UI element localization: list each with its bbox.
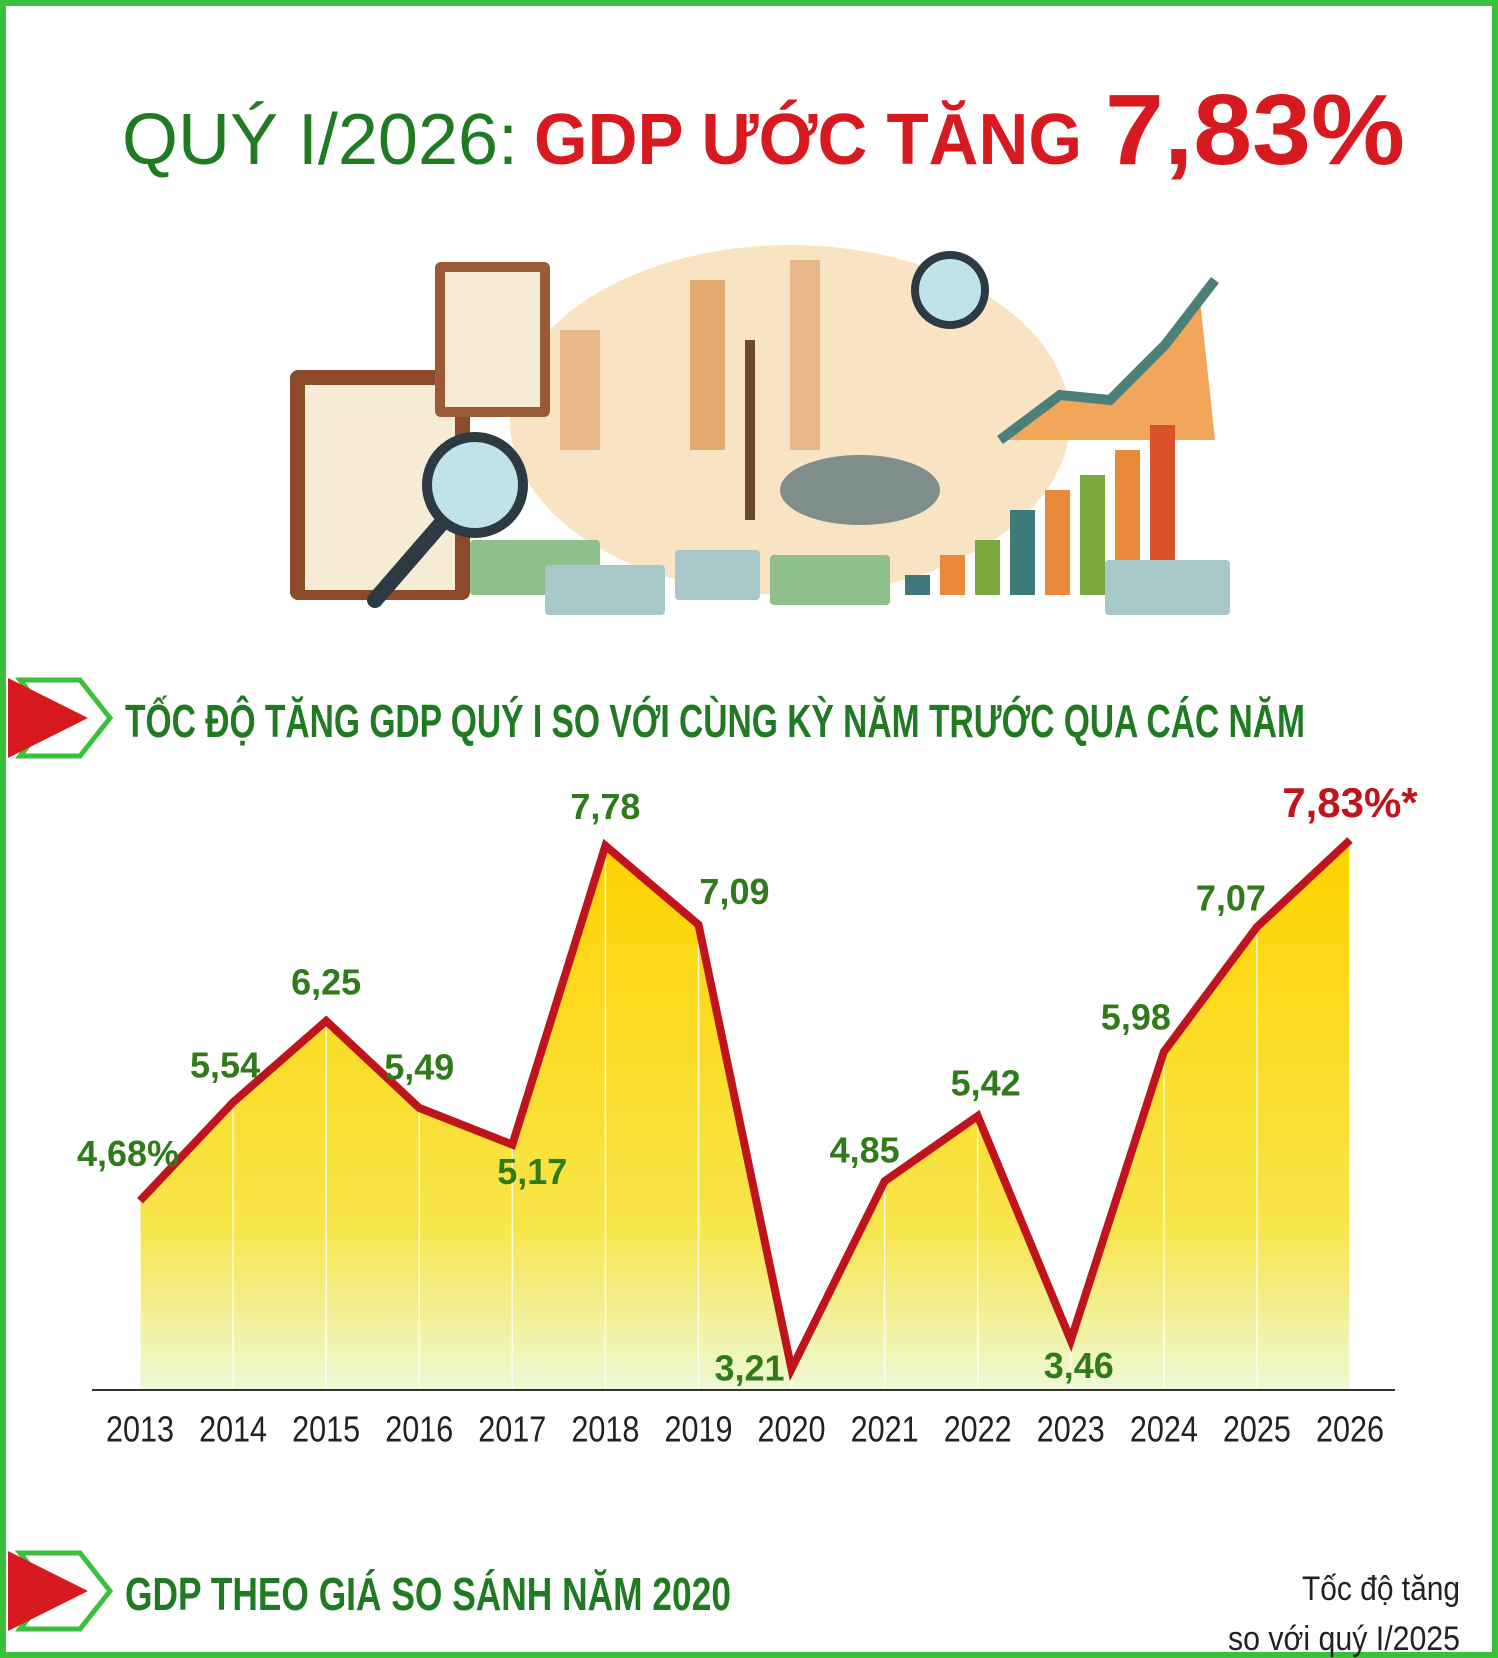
value-label: 4,68% xyxy=(77,1133,179,1174)
title-prefix: QUÝ I/2026: xyxy=(122,100,518,180)
value-label: 7,09 xyxy=(699,871,769,912)
section-title: GDP THEO GIÁ SO SÁNH NĂM 2020 xyxy=(125,1568,731,1620)
x-tick-label: 2025 xyxy=(1223,1409,1291,1450)
area xyxy=(140,840,1350,1390)
x-tick-label: 2018 xyxy=(571,1409,639,1450)
magnifier-handle xyxy=(367,517,448,608)
deco-bar xyxy=(940,555,965,595)
column-note: Tốc độ tăng xyxy=(1302,1570,1460,1608)
deco-bar xyxy=(1045,490,1070,595)
value-label: 7,78 xyxy=(570,786,640,827)
fish xyxy=(780,455,940,525)
section-marker xyxy=(8,677,114,759)
value-label: 3,21 xyxy=(714,1348,784,1389)
x-tick-label: 2026 xyxy=(1316,1409,1384,1450)
money-stack xyxy=(545,565,665,615)
value-label: 5,98 xyxy=(1101,996,1171,1037)
x-tick-label: 2016 xyxy=(385,1409,453,1450)
value-label: 5,54 xyxy=(190,1045,260,1086)
building xyxy=(690,280,725,450)
value-label: 5,49 xyxy=(384,1046,454,1087)
x-tick-label: 2017 xyxy=(478,1409,546,1450)
marker-triangle xyxy=(8,678,88,758)
x-tick-label: 2023 xyxy=(1037,1409,1105,1450)
x-tick-label: 2020 xyxy=(758,1409,826,1450)
x-tick-label: 2024 xyxy=(1130,1409,1198,1450)
deco-bar xyxy=(1010,510,1035,595)
marker-triangle xyxy=(8,1551,88,1631)
value-label: 4,85 xyxy=(830,1130,900,1171)
value-label: 7,07 xyxy=(1196,878,1266,919)
chart: 4,68% 5,54 6,25 5,49 5,17 7,78 7,09 3,21 4,85 5,4… xyxy=(77,779,1418,1449)
line xyxy=(137,837,1353,1382)
money-stack xyxy=(675,550,760,600)
money-stack xyxy=(1105,560,1230,615)
deco-bar xyxy=(975,540,1000,595)
value-label: 7,83%* xyxy=(1282,779,1418,826)
x-tick-label: 2019 xyxy=(664,1409,732,1450)
value-label: 5,42 xyxy=(951,1062,1021,1103)
deco-bar xyxy=(1080,475,1105,595)
section-marker xyxy=(8,1550,114,1632)
x-tick-label: 2013 xyxy=(106,1409,174,1450)
magnifier xyxy=(422,432,528,538)
section-title: TỐC ĐỘ TĂNG GDP QUÝ I SO VỚI CÙNG KỲ NĂM… xyxy=(125,695,1305,747)
title-main: GDP ƯỚC TĂNG xyxy=(534,99,1082,180)
money-stack xyxy=(770,555,890,605)
value-label: 5,17 xyxy=(497,1151,567,1192)
building xyxy=(560,330,600,450)
x-tick-label: 2021 xyxy=(851,1409,919,1450)
x-tick-label: 2022 xyxy=(944,1409,1012,1450)
value-label: 6,25 xyxy=(291,961,361,1002)
building xyxy=(790,260,820,450)
column-note: so với quý I/2025 xyxy=(1228,1620,1460,1658)
deco-bar xyxy=(905,575,930,595)
illustration xyxy=(290,245,1230,615)
value-label: 3,46 xyxy=(1044,1345,1114,1386)
clipboard-paper xyxy=(445,272,540,407)
trend-arrow xyxy=(997,276,1219,444)
title-value: 7,83% xyxy=(1105,74,1405,186)
x-tick-label: 2015 xyxy=(292,1409,360,1450)
x-tick-label: 2014 xyxy=(199,1409,267,1450)
magnifier xyxy=(911,251,989,329)
